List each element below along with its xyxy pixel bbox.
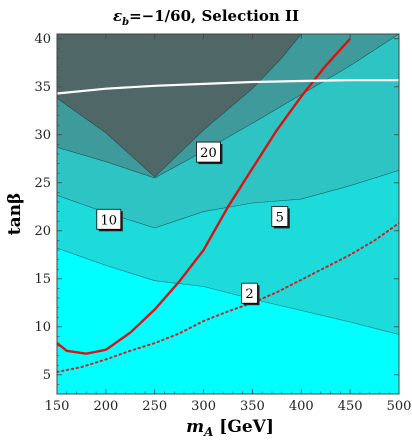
x-axis-unit: [GeV] (213, 417, 274, 437)
band-above-20 (57, 34, 302, 177)
title-symbol: ε (113, 7, 122, 25)
series-layer (57, 37, 399, 373)
y-tick-label: 40 (34, 32, 51, 47)
contour-label-2: 2 (241, 282, 260, 306)
x-axis-ticks: 150 200 250 300 350 400 450 500 (45, 34, 412, 414)
title-rest: =−1/60, Selection II (129, 7, 299, 25)
y-tick-label: 30 (34, 128, 51, 143)
x-axis-label: mA [GeV] (186, 417, 274, 439)
contour-label-20: 20 (196, 141, 223, 165)
x-tick-label: 350 (240, 399, 265, 414)
contour-label-box (196, 141, 221, 163)
title-subscript: b (122, 17, 129, 28)
red-dotted-curve (57, 222, 399, 373)
contour-label-box (241, 282, 258, 304)
x-tick-label: 250 (142, 399, 167, 414)
y-tick-label: 15 (34, 272, 51, 287)
y-tick-label: 20 (34, 224, 51, 239)
contour-line-2 (57, 247, 399, 335)
x-tick-label: 500 (387, 399, 412, 414)
contour-label-box (271, 205, 289, 227)
contour-label-text: 5 (276, 210, 284, 225)
white-curve (57, 78, 399, 95)
contour-label-text: 20 (200, 146, 217, 161)
x-tick-label: 300 (191, 399, 216, 414)
x-axis-sub: A (203, 425, 213, 439)
y-tick-label: 10 (34, 320, 51, 335)
x-tick-label: 450 (338, 399, 363, 414)
y-tick-label: 35 (34, 80, 51, 95)
y-axis-label: tanβ (5, 193, 25, 236)
y-tick-label: 5 (43, 368, 51, 383)
x-tick-label: 200 (93, 399, 118, 414)
contour-label-10: 10 (96, 208, 123, 232)
x-tick-label: 400 (289, 399, 314, 414)
x-tick-label: 150 (45, 399, 70, 414)
contour-label-text: 10 (101, 213, 118, 228)
plot-frame (56, 33, 400, 395)
contour-line-10 (57, 34, 399, 179)
chart-title: εb=−1/60, Selection II (113, 7, 299, 28)
red-solid-curve (57, 37, 351, 355)
contour-line-20 (57, 34, 302, 178)
contour-label-5: 5 (271, 205, 290, 229)
contour-bands (57, 34, 399, 394)
y-tick-label: 25 (34, 176, 51, 191)
x-axis-var: m (186, 417, 204, 437)
contour-label-text: 2 (245, 287, 253, 302)
contour-label-box (96, 208, 122, 230)
contour-labels: 20 10 5 2 (96, 141, 290, 306)
